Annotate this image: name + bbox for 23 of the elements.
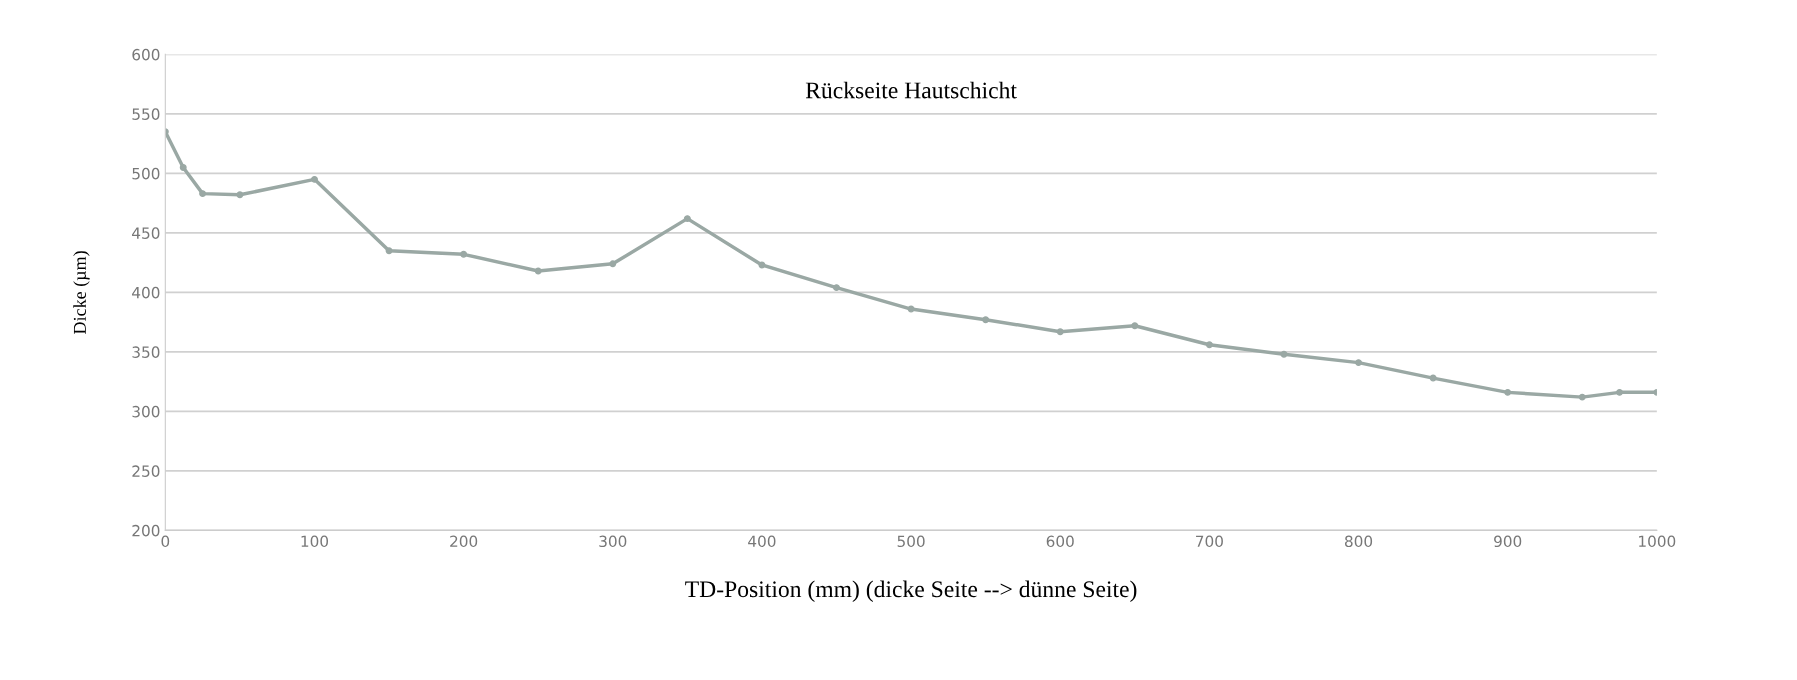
y-tick-label: 400 [132, 286, 160, 299]
x-tick-label: 900 [1494, 535, 1522, 548]
x-axis-title: TD-Position (mm) (dicke Seite --> dünne Seite) [685, 580, 1137, 603]
y-tick-label: 450 [132, 227, 160, 239]
x-tick-label: 0 [161, 535, 170, 548]
x-tick-label: 500 [897, 535, 925, 548]
y-tick-label: 350 [132, 346, 160, 358]
x-tick-label: 400 [748, 535, 776, 548]
y-tick-label: 500 [132, 167, 160, 180]
x-tick-label: 800 [1344, 535, 1373, 548]
x-tick-label: 1000 [1639, 535, 1676, 548]
y-tick-label: 200 [132, 524, 160, 537]
y-tick-label: 600 [132, 48, 160, 61]
x-tick-label: 200 [450, 535, 478, 548]
x-tick-label: 600 [1046, 535, 1074, 548]
text: Rückseite Hautschicht [805, 81, 1017, 99]
x-tick-label: 100 [301, 535, 329, 548]
x-tick-label: 300 [599, 535, 627, 548]
y-tick-label: 300 [132, 405, 160, 418]
y-axis-title: Dicke (µm) [73, 251, 90, 334]
y-tick-label: 250 [132, 465, 160, 477]
y-tick-label: 550 [132, 108, 160, 120]
x-tick-label: 700 [1196, 535, 1223, 548]
